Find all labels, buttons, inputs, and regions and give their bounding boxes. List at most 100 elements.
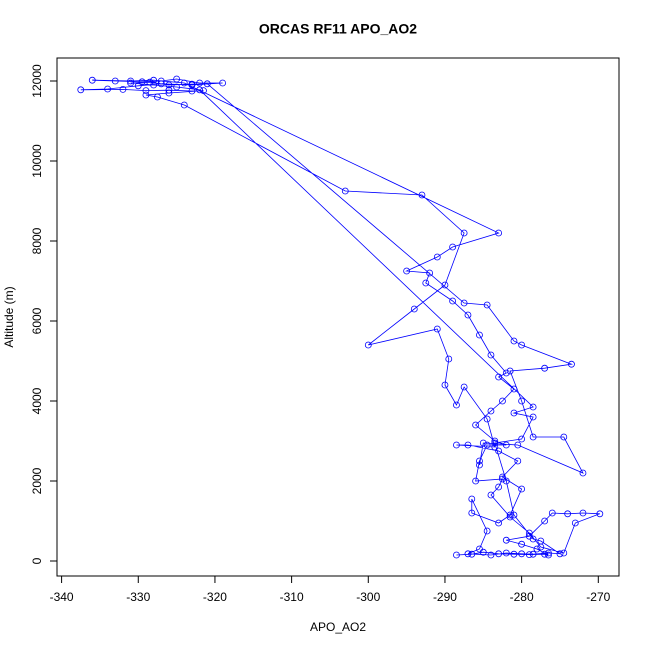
y-tick-label: 12000 [30, 64, 44, 98]
data-point [460, 299, 468, 307]
data-point [529, 550, 537, 558]
data-point [518, 485, 526, 493]
plot-box [56, 57, 620, 577]
data-point [529, 403, 537, 411]
x-tick-label: -290 [433, 590, 457, 604]
data-point [564, 510, 572, 518]
data-point [410, 305, 418, 313]
data-point [200, 87, 207, 94]
data-point [468, 509, 476, 517]
x-tick-label: -340 [50, 590, 74, 604]
data-point [529, 433, 537, 441]
data-point [165, 81, 173, 89]
data-point [518, 540, 526, 548]
data-point [127, 77, 135, 85]
chart-title: ORCAS RF11 APO_AO2 [259, 21, 417, 37]
data-point [483, 301, 491, 309]
data-point [491, 443, 499, 451]
data-point [453, 401, 460, 409]
data-point [545, 551, 552, 559]
data-point [111, 77, 119, 85]
data-point [525, 529, 533, 537]
data-point [502, 369, 510, 377]
data-point [476, 461, 483, 469]
data-point [142, 87, 150, 94]
data-point [146, 78, 154, 86]
data-point [518, 341, 526, 349]
data-point [157, 77, 165, 85]
data-point [460, 229, 468, 237]
data-point [514, 441, 522, 449]
data-point [499, 397, 506, 405]
data-point [196, 79, 204, 87]
data-point [464, 550, 472, 558]
data-point [449, 243, 457, 251]
data-point [579, 509, 587, 517]
data-point [77, 86, 85, 94]
data-point [499, 473, 506, 481]
data-point [472, 477, 480, 485]
data-point [476, 457, 483, 465]
data-point [472, 421, 480, 429]
data-point [548, 509, 556, 517]
data-point [495, 483, 503, 491]
x-axis-label: APO_AO2 [310, 620, 366, 634]
data-point [441, 381, 449, 389]
data-point [495, 519, 503, 527]
data-point [157, 80, 165, 88]
data-point [495, 550, 503, 558]
data-point [127, 79, 135, 87]
data-point [510, 385, 518, 393]
data-point [495, 373, 503, 381]
data-point [537, 537, 545, 545]
data-point [433, 325, 441, 333]
data-point [556, 550, 564, 558]
data-point [468, 550, 476, 558]
data-point [138, 78, 146, 86]
data-point [433, 253, 441, 261]
data-point [173, 83, 181, 91]
y-axis-label: Altitude (m) [2, 286, 16, 347]
data-point [188, 87, 196, 95]
data-point [453, 551, 460, 559]
data-point [502, 477, 510, 485]
y-tick-label: 8000 [30, 227, 44, 254]
data-point [529, 535, 537, 543]
data-point [495, 447, 503, 455]
y-tick-label: 0 [30, 557, 44, 564]
y-tick-label: 2000 [30, 467, 44, 494]
x-tick-label: -310 [280, 590, 304, 604]
data-point [476, 545, 483, 553]
data-point [445, 355, 453, 363]
data-point [203, 80, 211, 88]
data-point [464, 441, 472, 449]
data-point [545, 549, 552, 557]
data-point [506, 511, 514, 519]
data-point [491, 439, 499, 447]
data-point [479, 439, 487, 447]
data-point [560, 549, 568, 557]
y-tick-label: 4000 [30, 387, 44, 414]
data-point [483, 441, 491, 449]
data-point [88, 76, 96, 84]
data-point [483, 415, 491, 423]
data-point [422, 279, 430, 287]
data-point [142, 91, 150, 99]
data-point [506, 513, 514, 521]
data-point [483, 527, 491, 535]
data-point [487, 407, 495, 415]
data-point [560, 433, 568, 441]
x-tick-label: -320 [203, 590, 227, 604]
data-point [510, 337, 518, 345]
data-point [525, 551, 533, 558]
data-point [510, 409, 518, 417]
data-point [533, 545, 541, 553]
data-point [596, 510, 604, 518]
data-point [460, 383, 468, 391]
x-tick-label: -330 [126, 590, 150, 604]
data-point [502, 441, 510, 449]
data-point [364, 341, 372, 349]
data-point [514, 457, 522, 465]
